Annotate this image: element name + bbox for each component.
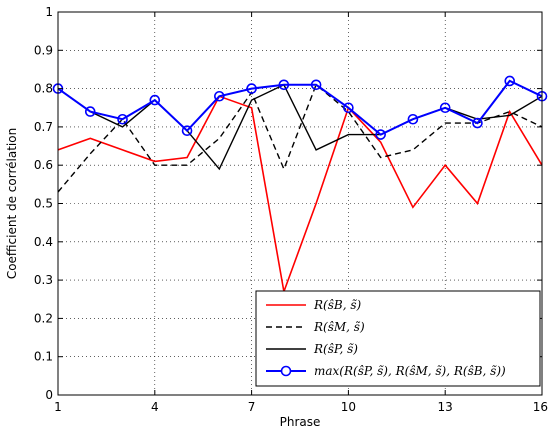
data-point-marker	[214, 90, 225, 102]
legend-marker	[280, 365, 292, 377]
x-tick-label: 10	[341, 400, 356, 414]
legend-label: R(ŝP, s̃)	[313, 342, 358, 356]
legend-label: max(R(ŝP, s̃), R(ŝM, s̃), R(ŝB, s̃))	[314, 364, 506, 378]
data-point-marker	[375, 129, 386, 140]
data-point-marker	[439, 102, 451, 114]
x-axis-label: Phrase	[280, 415, 321, 429]
data-point-marker	[343, 102, 354, 114]
data-point-marker	[310, 79, 322, 91]
data-point-marker	[181, 125, 193, 137]
y-tick-label: 0.3	[34, 273, 53, 287]
data-point-marker	[278, 79, 290, 91]
y-tick-label: 0.7	[34, 120, 53, 134]
y-tick-label: 0.9	[34, 43, 53, 57]
x-tick-label: 7	[248, 400, 256, 414]
data-point-marker	[504, 75, 516, 87]
data-point-marker	[472, 117, 483, 129]
data-point-marker	[407, 113, 419, 125]
legend: R(ŝB, s̃) R(ŝM, s̃) R(ŝP, s̃) max(R(ŝP, s̃)…	[255, 290, 541, 387]
legend-label: R(ŝB, s̃)	[313, 298, 361, 312]
y-tick-label: 0.4	[34, 235, 53, 249]
x-tick-label: 4	[151, 400, 159, 414]
y-tick-label: 0.1	[34, 350, 53, 364]
y-tick-label: 0	[45, 388, 53, 402]
data-point-marker	[246, 83, 257, 94]
y-tick-label: 0.6	[34, 158, 53, 172]
y-tick-label: 0.8	[34, 82, 53, 96]
axis-ticks: 0 0.1 0.2 0.3 0.4 0.5 0.6 0.7 0.8 0.9 1 1 4 7 10 13 16	[34, 5, 548, 414]
x-tick-label: 13	[438, 400, 453, 414]
y-tick-label: 1	[45, 5, 53, 19]
legend-label: R(ŝM, s̃)	[313, 320, 365, 334]
data-point-marker	[117, 113, 128, 125]
x-tick-label: 16	[533, 400, 548, 414]
y-tick-label: 0.2	[34, 311, 53, 325]
y-axis-label: Coefficient de corrélation	[5, 128, 19, 279]
x-tick-label: 1	[54, 400, 62, 414]
y-tick-label: 0.5	[34, 197, 53, 211]
series-line-4	[57, 79, 543, 136]
series-line-3	[57, 83, 543, 171]
data-point-marker	[84, 106, 96, 117]
data-point-marker	[149, 94, 161, 106]
series-line-2	[57, 83, 543, 193]
series-line-1	[57, 95, 543, 295]
